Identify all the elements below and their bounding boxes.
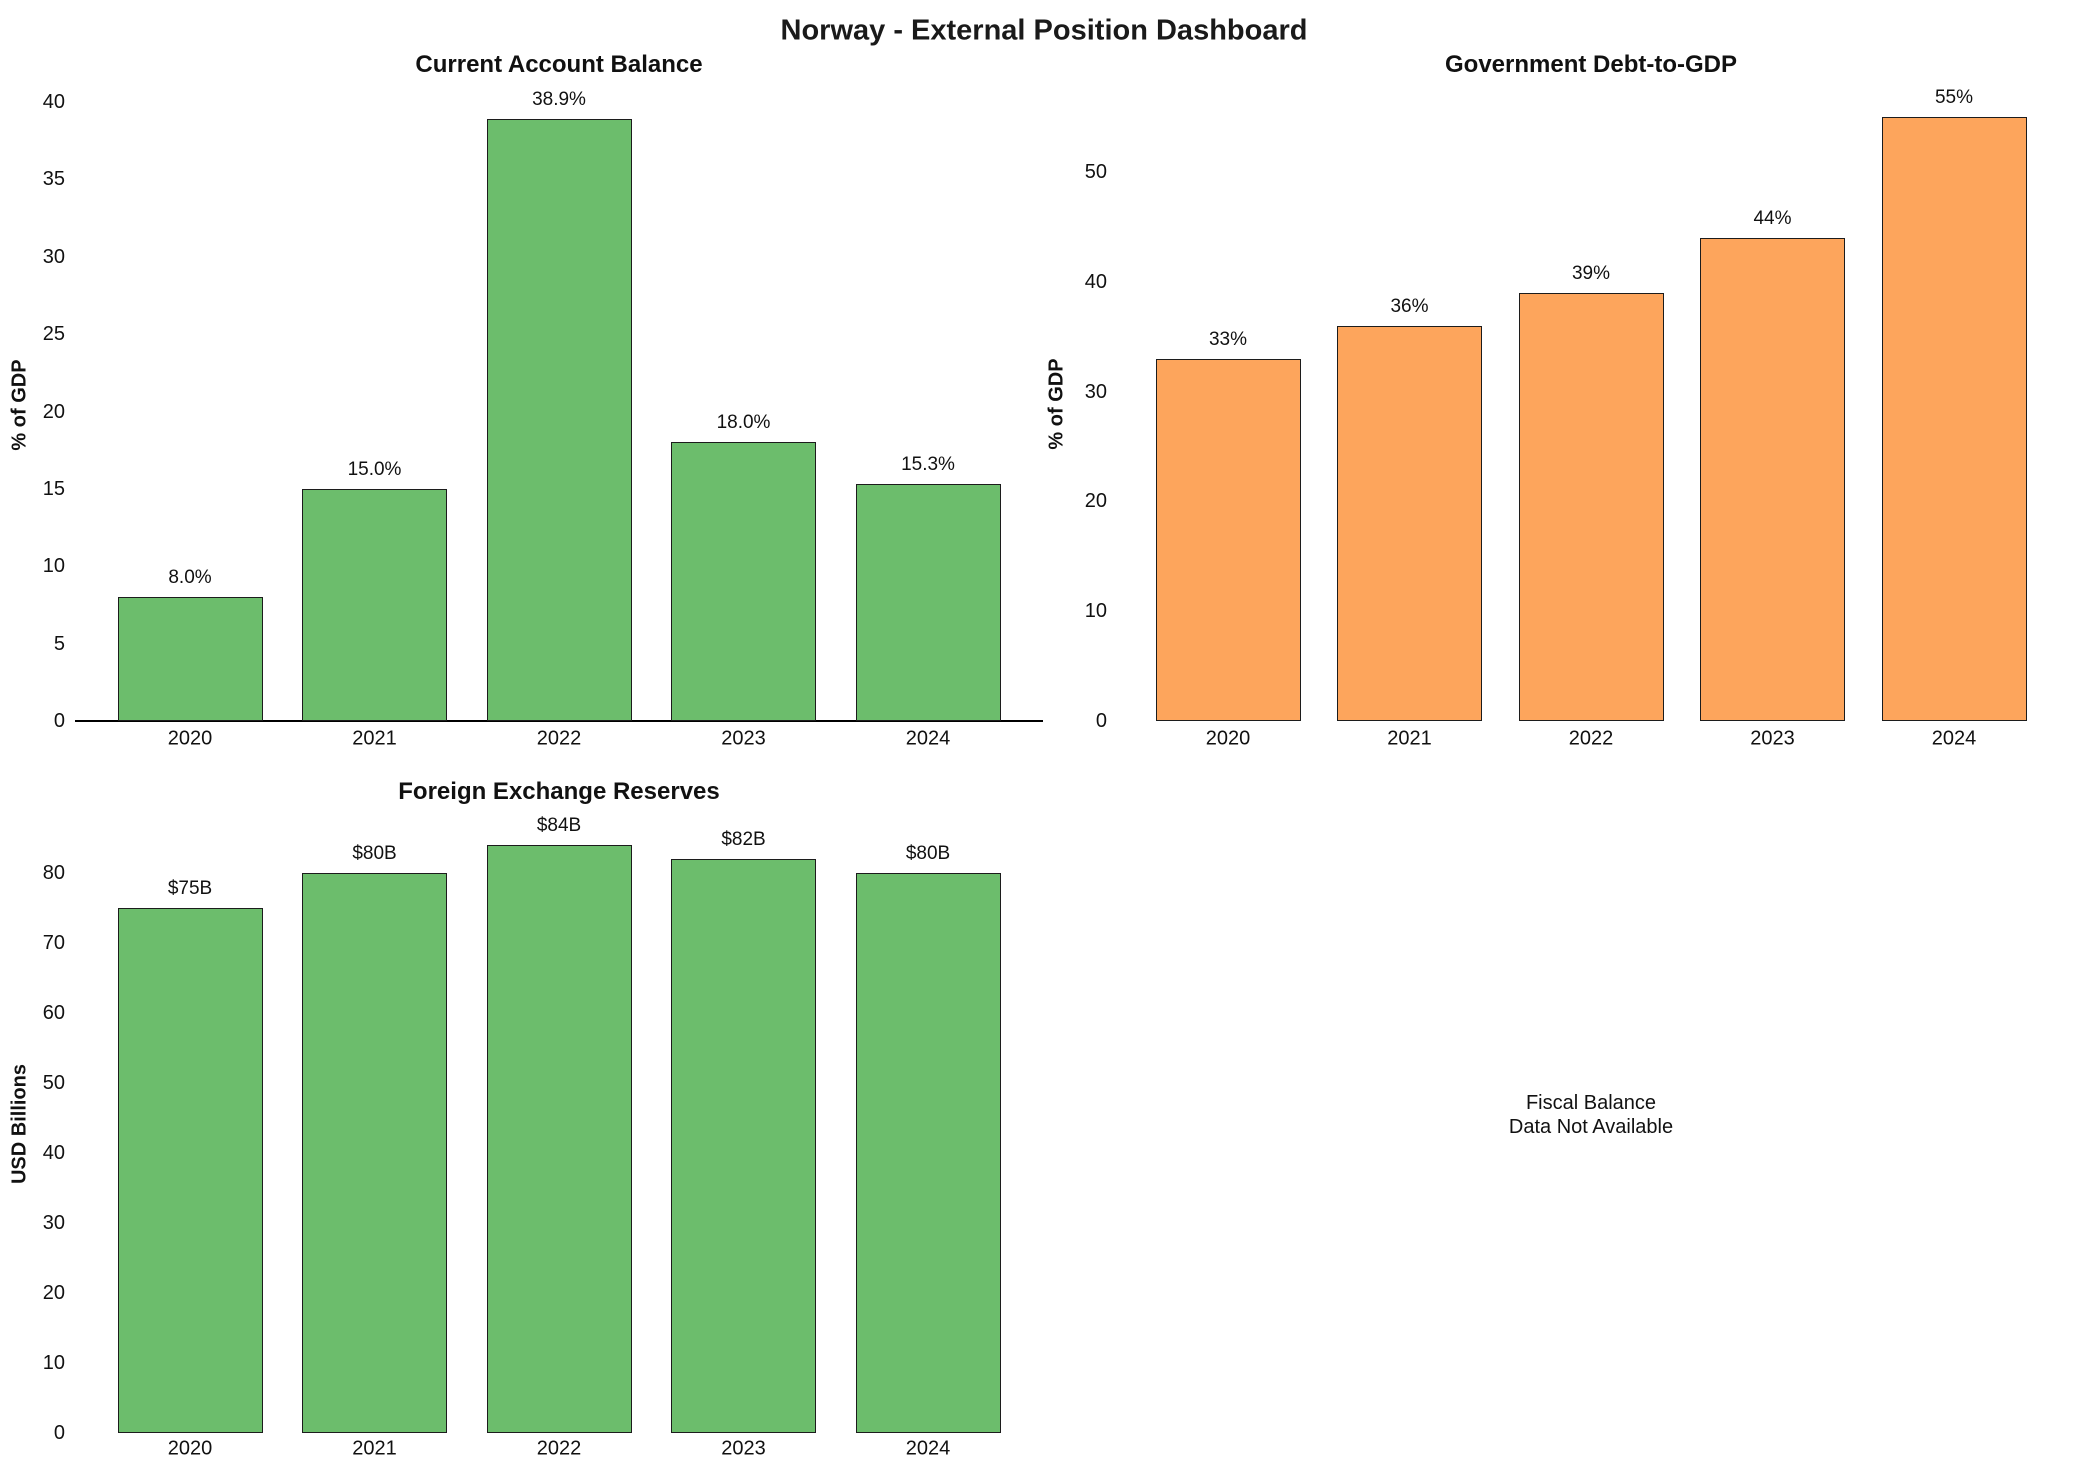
bar bbox=[302, 488, 447, 721]
x-tick-label: 2023 bbox=[721, 727, 766, 750]
bar-value-label: 44% bbox=[1753, 207, 1792, 229]
y-axis-label: % of GDP bbox=[1045, 358, 1068, 450]
chart-title: Foreign Exchange Reserves bbox=[398, 778, 720, 805]
y-tick-label: 30 bbox=[42, 245, 65, 268]
bar bbox=[855, 873, 1001, 1433]
y-tick-label: 80 bbox=[42, 862, 65, 884]
x-tick-label: 2022 bbox=[1568, 727, 1614, 750]
y-tick-label: 40 bbox=[1084, 270, 1107, 293]
x-tick-label: 2022 bbox=[536, 1437, 582, 1460]
chart-title: Current Account Balance bbox=[415, 51, 703, 78]
bar-value-label: $82B bbox=[721, 829, 766, 850]
x-tick-label: 2021 bbox=[352, 727, 397, 750]
x-tick-label: 2021 bbox=[352, 1437, 397, 1460]
bar bbox=[486, 845, 632, 1433]
y-tick-label: 25 bbox=[42, 323, 65, 346]
y-tick-label: 0 bbox=[53, 1422, 65, 1444]
x-tick-label: 2024 bbox=[905, 1437, 951, 1460]
x-tick-label: 2024 bbox=[1931, 727, 1977, 750]
y-tick-label: 15 bbox=[42, 477, 65, 500]
bar bbox=[671, 859, 816, 1433]
bar bbox=[1155, 358, 1301, 721]
y-tick-label: 50 bbox=[42, 1072, 65, 1094]
bar bbox=[117, 597, 263, 721]
bar bbox=[1881, 117, 2027, 721]
bar-value-label: 55% bbox=[1934, 87, 1974, 109]
bar bbox=[1700, 237, 1845, 721]
bar-value-label: 15.3% bbox=[901, 454, 955, 476]
x-tick-label: 2021 bbox=[1387, 727, 1432, 750]
dashboard-title: Norway - External Position Dashboard bbox=[780, 14, 1308, 47]
bar bbox=[855, 484, 1001, 721]
y-tick-label: 40 bbox=[42, 1142, 65, 1164]
bar-value-label: $75B bbox=[167, 878, 213, 899]
bar bbox=[117, 908, 263, 1433]
x-tick-label: 2020 bbox=[167, 727, 213, 750]
y-tick-label: 60 bbox=[42, 1002, 65, 1024]
y-tick-label: 20 bbox=[42, 400, 65, 423]
x-tick-label: 2022 bbox=[536, 727, 582, 750]
y-tick-label: 30 bbox=[1084, 380, 1107, 403]
bar bbox=[486, 119, 632, 721]
y-tick-label: 40 bbox=[42, 91, 65, 113]
y-tick-label: 35 bbox=[42, 168, 65, 191]
y-tick-label: 70 bbox=[42, 932, 65, 954]
bar bbox=[1337, 325, 1482, 721]
x-tick-label: 2023 bbox=[1750, 727, 1795, 750]
bar-value-label: $84B bbox=[536, 815, 582, 836]
bar-value-label: 33% bbox=[1208, 328, 1248, 350]
x-tick-label: 2024 bbox=[905, 727, 951, 750]
y-tick-label: 10 bbox=[1084, 600, 1107, 623]
fiscal-balance-message: Fiscal Balance Data Not Available bbox=[1508, 1092, 1674, 1138]
bar-value-label: 38.9% bbox=[532, 89, 586, 111]
y-tick-label: 10 bbox=[42, 1352, 65, 1374]
y-tick-label: 20 bbox=[42, 1282, 65, 1304]
y-tick-label: 5 bbox=[53, 632, 65, 655]
y-tick-label: 0 bbox=[1095, 710, 1107, 732]
bar-value-label: $80B bbox=[352, 843, 397, 864]
y-tick-label: 0 bbox=[53, 710, 65, 732]
x-tick-label: 2023 bbox=[721, 1437, 766, 1460]
bar bbox=[302, 873, 447, 1433]
bar-value-label: 36% bbox=[1390, 295, 1429, 317]
bar bbox=[1518, 292, 1664, 721]
bar-value-label: 18.0% bbox=[716, 412, 771, 434]
y-tick-label: 10 bbox=[42, 555, 65, 578]
bar-value-label: 15.0% bbox=[347, 458, 402, 480]
chart-title: Government Debt-to-GDP bbox=[1444, 51, 1738, 78]
bar-value-label: 8.0% bbox=[168, 567, 212, 589]
zero-line bbox=[75, 720, 1043, 722]
bar-value-label: $80B bbox=[905, 843, 951, 864]
y-tick-label: 50 bbox=[1084, 161, 1107, 183]
x-tick-label: 2020 bbox=[1205, 727, 1251, 750]
y-tick-label: 30 bbox=[42, 1212, 65, 1234]
bar bbox=[671, 442, 816, 721]
y-tick-label: 20 bbox=[1084, 490, 1107, 513]
x-tick-label: 2020 bbox=[167, 1437, 213, 1460]
bar-value-label: 39% bbox=[1571, 262, 1611, 284]
